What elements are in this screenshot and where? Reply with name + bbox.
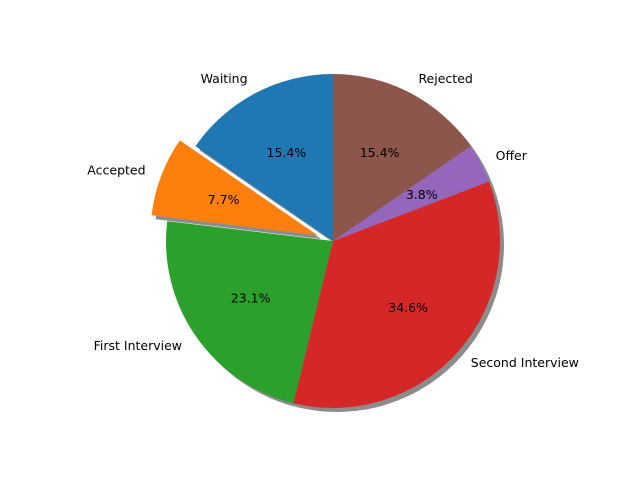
- slice-accepted: [151, 140, 318, 236]
- percent-label-second-interview: 34.6%: [388, 300, 428, 315]
- percent-labels: 15.4% 7.7% 23.1% 34.6% 3.8% 15.4%: [208, 145, 438, 315]
- pie-slices: [151, 74, 500, 408]
- slice-label-second-interview: Second Interview: [471, 355, 579, 370]
- percent-label-offer: 3.8%: [406, 187, 438, 202]
- slice-waiting: [195, 74, 333, 241]
- percent-label-first-interview: 23.1%: [231, 291, 271, 306]
- slice-label-first-interview: First Interview: [94, 338, 182, 353]
- slice-label-rejected: Rejected: [418, 71, 472, 86]
- slice-label-offer: Offer: [496, 148, 528, 163]
- slice-labels: Waiting Accepted First Interview Second Int…: [87, 71, 579, 370]
- percent-label-waiting: 15.4%: [267, 145, 307, 160]
- slice-second-interview: [293, 181, 500, 408]
- slice-first-interview: [166, 221, 333, 404]
- slice-label-waiting: Waiting: [201, 71, 248, 86]
- percent-label-accepted: 7.7%: [208, 192, 240, 207]
- slice-rejected: [333, 74, 471, 241]
- slice-label-accepted: Accepted: [87, 163, 145, 178]
- percent-label-rejected: 15.4%: [360, 145, 400, 160]
- slice-offer: [333, 146, 490, 241]
